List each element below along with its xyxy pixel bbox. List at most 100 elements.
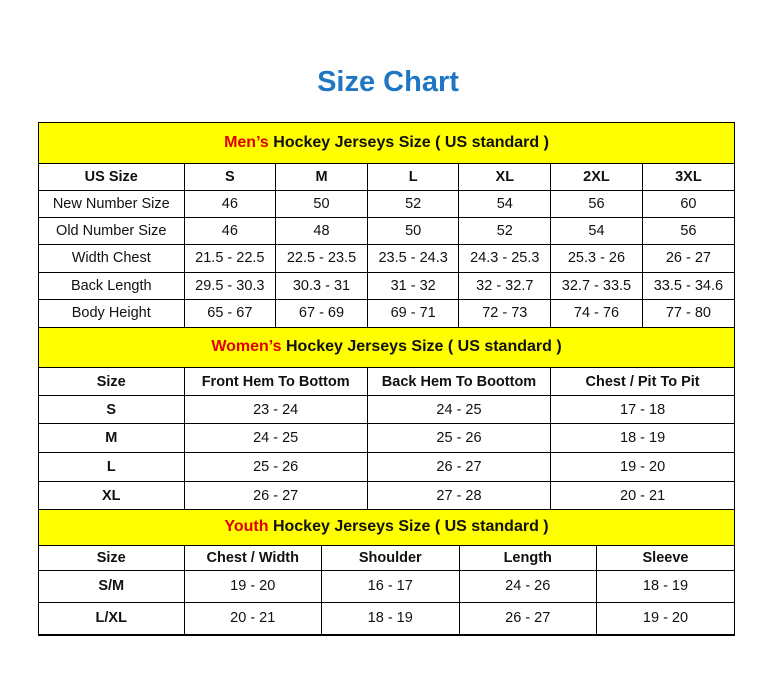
table-cell: 30.3 - 31 [275, 271, 368, 300]
table-cell: 54 [458, 189, 552, 218]
column-header: Length [458, 544, 597, 571]
table-row: M 24 - 25 25 - 26 18 - 19 [39, 423, 734, 453]
heading-text: Hockey Jerseys Size ( US standard ) [268, 518, 549, 536]
table-cell: 72 - 73 [458, 298, 552, 328]
table-cell: 69 - 71 [366, 298, 460, 328]
table-cell: 17 - 18 [550, 395, 734, 424]
table-row: Body Height 65 - 67 67 - 69 69 - 71 72 - 73 7… [39, 298, 734, 328]
table-cell: 24 - 26 [458, 569, 597, 603]
table-cell: 46 [183, 216, 277, 245]
table-cell: 67 - 69 [275, 298, 368, 328]
column-header-label: Size [96, 373, 126, 390]
table-cell: 16 - 17 [321, 569, 460, 603]
table-cell: 19 - 20 [596, 601, 734, 635]
column-header-row: US Size S M L XL 2XL 3XL [39, 162, 734, 191]
table-cell: 46 [183, 189, 277, 218]
row-label: S/M [39, 569, 185, 603]
table-cell: 24 - 25 [183, 423, 368, 453]
youth-table: Youth Hockey Jerseys Size ( US standard … [39, 510, 734, 635]
row-label: Body Height [39, 298, 185, 328]
column-header: L [366, 162, 460, 191]
table-cell: 56 [641, 216, 734, 245]
table-cell: 65 - 67 [183, 298, 277, 328]
column-header: 3XL [641, 162, 734, 191]
table-cell: 33.5 - 34.6 [641, 271, 734, 300]
table-cell: 20 - 21 [550, 481, 734, 510]
table-cell: 24 - 25 [366, 395, 552, 424]
column-header-label: Shoulder [358, 549, 422, 566]
table-cell: 56 [550, 189, 643, 218]
column-header-label: Size [96, 549, 126, 566]
column-header-row: Size Chest / Width Shoulder Length Sleeve [39, 544, 734, 571]
table-cell: 26 - 27 [458, 601, 597, 635]
table-cell: 26 - 27 [641, 243, 734, 273]
table-cell: 50 [366, 216, 460, 245]
table-cell: 21.5 - 22.5 [183, 243, 277, 273]
column-header: Chest / Width [183, 544, 322, 571]
table-cell: 60 [641, 189, 734, 218]
heading-text: Hockey Jerseys Size ( US standard ) [268, 133, 549, 151]
section-heading: Women’s Hockey Jerseys Size ( US standar… [39, 327, 734, 368]
column-header-label: 2XL [583, 168, 610, 185]
heading-accent: Youth [224, 518, 269, 536]
table-cell: 19 - 20 [183, 569, 322, 603]
row-label: S [39, 395, 185, 424]
table-cell: 26 - 27 [366, 452, 552, 482]
table-cell: 23.5 - 24.3 [366, 243, 460, 273]
heading-accent: Women’s [211, 338, 282, 356]
youth-section-header: Youth Hockey Jerseys Size ( US standard … [39, 510, 734, 546]
row-label: Back Length [39, 271, 185, 300]
column-header: Chest / Pit To Pit [550, 367, 734, 396]
table-row: XL 26 - 27 27 - 28 20 - 21 [39, 481, 734, 510]
row-label: XL [39, 481, 185, 510]
column-header-label: Length [503, 549, 552, 566]
mens-section-header: Men’s Hockey Jerseys Size ( US standard … [39, 123, 734, 164]
table-row: New Number Size 46 50 52 54 56 60 [39, 189, 734, 218]
table-cell: 54 [550, 216, 643, 245]
table-row: Old Number Size 46 48 50 52 54 56 [39, 216, 734, 245]
table-cell: 18 - 19 [550, 423, 734, 453]
row-label: L/XL [39, 601, 185, 635]
table-cell: 20 - 21 [183, 601, 322, 635]
table-cell: 29.5 - 30.3 [183, 271, 277, 300]
womens-section-header: Women’s Hockey Jerseys Size ( US standar… [39, 327, 734, 368]
table-cell: 26 - 27 [183, 481, 368, 510]
column-header: S [183, 162, 277, 191]
table-cell: 48 [275, 216, 368, 245]
column-header-label: US Size [84, 168, 138, 185]
table-cell: 31 - 32 [366, 271, 460, 300]
column-header-label: L [408, 168, 418, 185]
column-header: Shoulder [321, 544, 460, 571]
row-label: Old Number Size [39, 216, 185, 245]
table-row: L 25 - 26 26 - 27 19 - 20 [39, 452, 734, 482]
column-header: Size [39, 544, 185, 571]
column-header: Front Hem To Bottom [183, 367, 368, 396]
column-header: US Size [39, 162, 185, 191]
table-cell: 25 - 26 [183, 452, 368, 482]
row-label: New Number Size [39, 189, 185, 218]
table-cell: 25.3 - 26 [550, 243, 643, 273]
column-header-label: M [315, 168, 328, 185]
row-label: Width Chest [39, 243, 185, 273]
column-header: Back Hem To Boottom [366, 367, 552, 396]
column-header-label: S [224, 168, 235, 185]
column-header: Size [39, 367, 185, 396]
column-header: Sleeve [596, 544, 734, 571]
table-row: S 23 - 24 24 - 25 17 - 18 [39, 395, 734, 424]
table-cell: 52 [366, 189, 460, 218]
table-cell: 77 - 80 [641, 298, 734, 328]
column-header: M [275, 162, 368, 191]
table-cell: 24.3 - 25.3 [458, 243, 552, 273]
column-header-label: XL [495, 168, 515, 185]
heading-accent: Men’s [224, 133, 269, 151]
table-row: S/M 19 - 20 16 - 17 24 - 26 18 - 19 [39, 569, 734, 603]
table-row: Width Chest 21.5 - 22.5 22.5 - 23.5 23.5 - … [39, 243, 734, 273]
table-row: L/XL 20 - 21 18 - 19 26 - 27 19 - 20 [39, 601, 734, 635]
column-header: 2XL [550, 162, 643, 191]
column-header-label: Chest / Width [206, 549, 299, 566]
column-header-row: Size Front Hem To Bottom Back Hem To Boott… [39, 367, 734, 396]
table-row: Back Length 29.5 - 30.3 30.3 - 31 31 - 32 32… [39, 271, 734, 300]
table-cell: 25 - 26 [366, 423, 552, 453]
column-header: XL [458, 162, 552, 191]
table-cell: 19 - 20 [550, 452, 734, 482]
